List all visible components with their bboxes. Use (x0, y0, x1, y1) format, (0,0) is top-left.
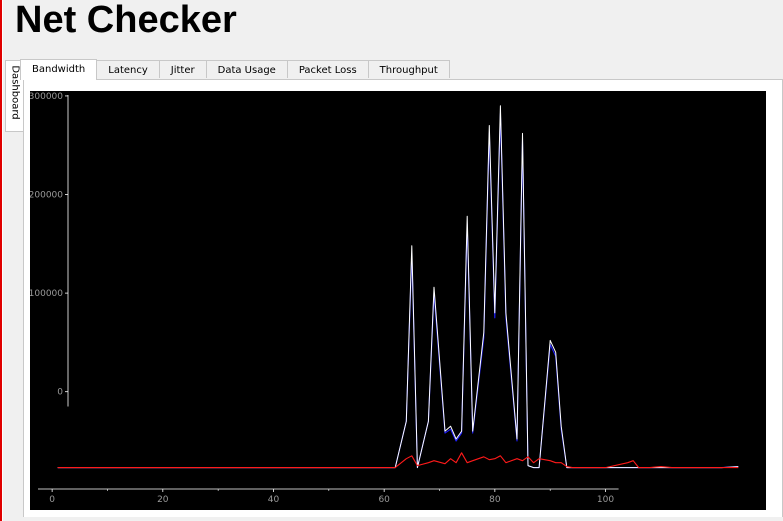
y-tick-label: 100000 (30, 289, 63, 299)
x-tick-label: 0 (49, 495, 55, 505)
x-tick-label: 100 (597, 495, 614, 505)
tab-packet-loss[interactable]: Packet Loss (286, 60, 369, 78)
tab-data-usage[interactable]: Data Usage (205, 60, 288, 78)
bandwidth-chart[interactable]: 0 20 40 60 80 100 0 100000 200000 300000 (30, 91, 766, 510)
window-left-border (0, 0, 2, 521)
chart-tab-bar: Bandwidth Latency Jitter Data Usage Pack… (20, 59, 450, 80)
series-line-2 (57, 452, 739, 469)
tab-dashboard[interactable]: Dashboard (5, 60, 24, 132)
x-tick-label: 80 (489, 495, 501, 505)
x-tick-label: 20 (157, 495, 169, 505)
tab-dashboard-label: Dashboard (9, 65, 21, 120)
window-left-border-highlight (2, 0, 3, 521)
series-line-1 (57, 113, 739, 469)
x-tick-label: 60 (378, 495, 390, 505)
bottom-strip (23, 517, 783, 521)
y-tick-label: 0 (57, 388, 63, 398)
tab-jitter[interactable]: Jitter (158, 60, 207, 78)
tab-throughput[interactable]: Throughput (367, 60, 450, 78)
tab-bandwidth[interactable]: Bandwidth (20, 59, 98, 80)
y-tick-label: 200000 (30, 191, 63, 201)
app-title: Net Checker (15, 0, 237, 41)
x-tick-label: 40 (268, 495, 280, 505)
y-tick-label: 300000 (30, 92, 63, 102)
series-line-0 (57, 105, 739, 469)
tab-latency[interactable]: Latency (96, 60, 160, 78)
vertical-tab-bar (3, 58, 25, 521)
